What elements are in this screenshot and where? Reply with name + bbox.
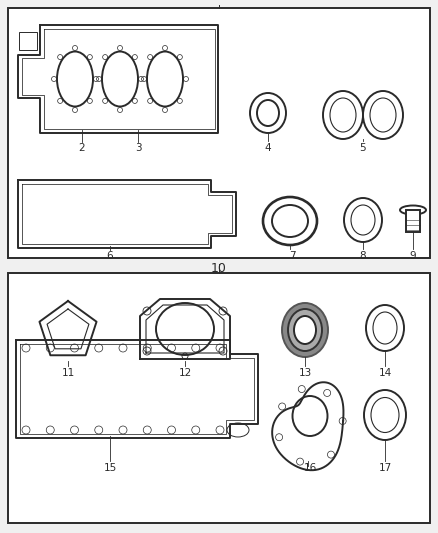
Text: 2: 2 — [79, 143, 85, 153]
Text: 13: 13 — [298, 368, 311, 378]
Bar — [8, 273, 430, 523]
Ellipse shape — [363, 91, 403, 139]
Bar — [19, 32, 37, 50]
Ellipse shape — [282, 303, 328, 357]
Text: 1: 1 — [215, 0, 223, 3]
Bar — [8, 8, 430, 258]
Text: 3: 3 — [135, 143, 141, 153]
Text: 7: 7 — [289, 251, 295, 261]
Text: 8: 8 — [360, 251, 366, 261]
Text: 9: 9 — [410, 251, 416, 261]
Text: 6: 6 — [107, 251, 113, 261]
Text: 15: 15 — [103, 463, 117, 473]
Text: 16: 16 — [304, 463, 317, 473]
Ellipse shape — [400, 206, 426, 214]
Text: 14: 14 — [378, 368, 392, 378]
Ellipse shape — [323, 91, 363, 139]
Text: 5: 5 — [360, 143, 366, 153]
Text: 17: 17 — [378, 463, 392, 473]
Ellipse shape — [288, 309, 322, 351]
Ellipse shape — [294, 316, 316, 344]
Text: 12: 12 — [178, 368, 192, 378]
Text: 11: 11 — [61, 368, 74, 378]
Text: 4: 4 — [265, 143, 271, 153]
Bar — [406, 210, 420, 232]
Text: 10: 10 — [211, 262, 227, 275]
